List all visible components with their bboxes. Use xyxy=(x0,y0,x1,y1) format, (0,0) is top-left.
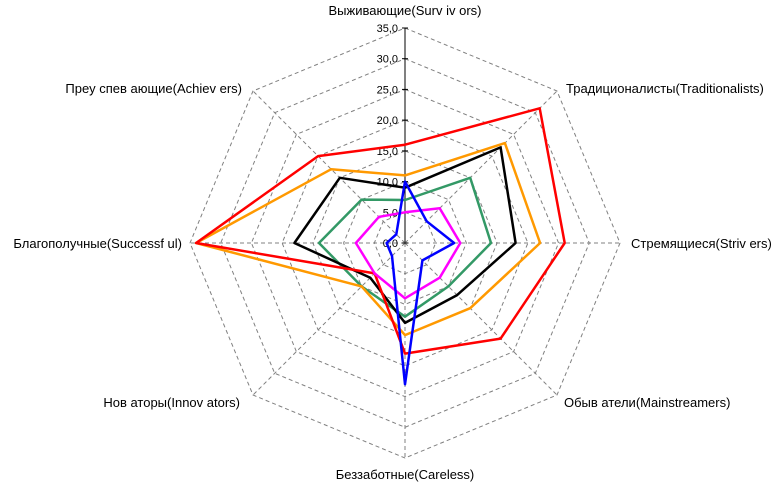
grid-ring xyxy=(189,27,621,459)
axis-label-survivors: Выживающие(Surv iv ors) xyxy=(328,3,482,18)
tick-label: 20,0 xyxy=(377,115,398,127)
tick-label: 25,0 xyxy=(377,84,398,96)
series-polygon-green xyxy=(317,176,493,318)
series-polygon-red xyxy=(194,107,566,355)
series-polygon-blue xyxy=(385,180,456,386)
grid-ring xyxy=(220,58,590,428)
axis-spoke xyxy=(252,90,406,244)
axis-label-achievers: Преу спев ающие(Achiev ers) xyxy=(65,81,242,96)
tick-label: 35,0 xyxy=(377,23,398,35)
axis-label-innovators: Нов аторы(Innov ators) xyxy=(103,395,240,410)
axis-label-mainstreamers: Обыв атели(Mainstreamers) xyxy=(564,395,731,410)
axis-label-strivers: Стремящиеся(Striv ers) xyxy=(631,236,772,251)
grid-ring xyxy=(250,88,560,398)
axis-label-successful: Благополучные(Successf ul) xyxy=(13,236,182,251)
series-polygon-orange xyxy=(194,141,542,337)
tick-label: 30,0 xyxy=(377,54,398,66)
axis-spoke xyxy=(404,90,558,244)
tick-label: 0,0 xyxy=(383,238,398,250)
axis-spoke xyxy=(404,242,558,396)
axis-label-careless: Беззаботные(Careless) xyxy=(335,467,475,482)
axis-label-traditionalists: Традиционалисты(Traditionalists) xyxy=(566,81,764,96)
axis-spoke xyxy=(252,242,406,396)
series-polygon-magenta xyxy=(354,207,462,300)
series-polygon-black xyxy=(293,146,517,325)
